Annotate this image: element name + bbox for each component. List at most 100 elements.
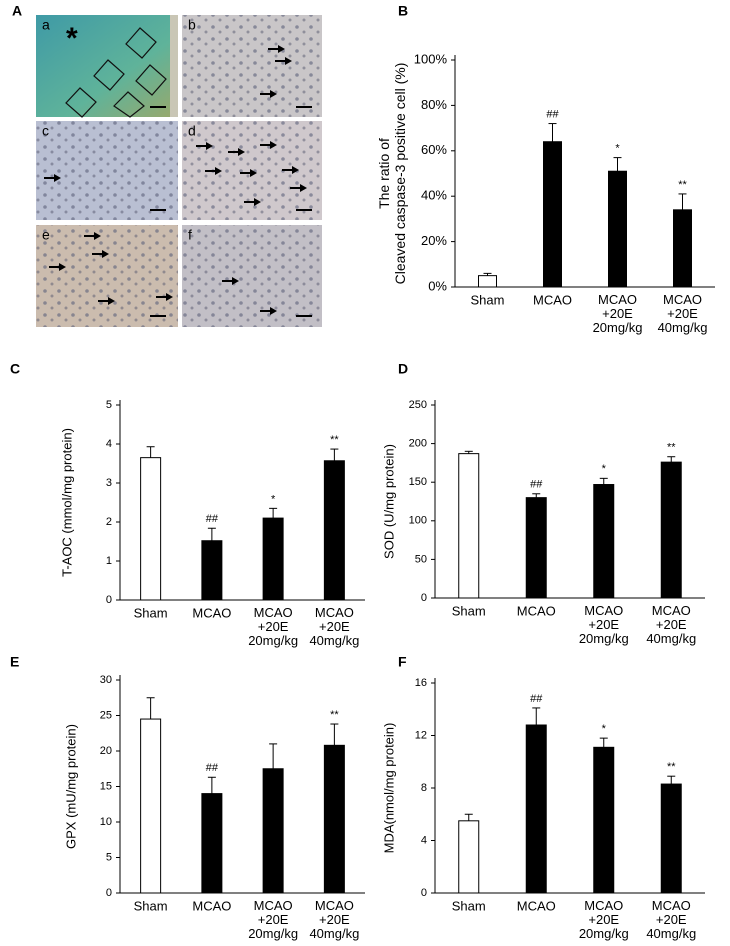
x-tick-label: MCAO +20E 20mg/kg <box>579 603 629 646</box>
annotation: ## <box>206 513 219 525</box>
x-tick-label: MCAO <box>517 898 556 913</box>
y-tick-label: 3 <box>106 477 112 489</box>
bar <box>593 484 615 599</box>
micrograph <box>36 15 178 117</box>
image-label: f <box>188 227 192 243</box>
y-tick-label: 12 <box>415 729 427 741</box>
bar <box>323 460 345 601</box>
y-tick-label: 15 <box>100 780 112 792</box>
y-tick-label: 1 <box>106 555 112 567</box>
micrograph-panel: A <box>12 3 322 327</box>
roi-boxes <box>65 27 167 118</box>
chart: F 0 4 8 12 16 MDA(nmol/mg protein) Sham ## MCAO * M… <box>381 654 705 941</box>
x-tick-label: MCAO +20E 20mg/kg <box>579 898 629 941</box>
y-tick-label: 100 <box>409 515 427 527</box>
y-tick-label: 16 <box>415 677 427 689</box>
y-tick-label: 0% <box>428 278 447 293</box>
bar <box>525 724 547 894</box>
annotation: ** <box>678 179 687 191</box>
annotation: ** <box>667 442 676 454</box>
bar <box>660 783 682 894</box>
annotation: * <box>602 463 607 475</box>
marker: * <box>66 22 78 55</box>
y-axis-label: T-AOC (mmol/mg protein) <box>59 428 74 577</box>
x-tick-label: Sham <box>471 292 505 307</box>
micrograph-edge <box>170 15 178 117</box>
y-tick-label: 25 <box>100 709 112 721</box>
annotation: ** <box>330 709 339 721</box>
y-tick-label: 0 <box>106 594 112 606</box>
bar <box>262 768 284 894</box>
annotation: ## <box>530 479 543 491</box>
annotation: * <box>602 723 607 735</box>
x-tick-label: Sham <box>134 898 168 913</box>
bar <box>660 461 682 599</box>
bar <box>201 540 223 601</box>
image-label: a <box>42 17 50 33</box>
panel-label: D <box>398 361 408 377</box>
bar <box>458 453 480 599</box>
y-tick-label: 20 <box>100 745 112 757</box>
x-tick-label: MCAO <box>517 603 556 618</box>
bar <box>543 141 562 288</box>
annotation: ## <box>206 762 219 774</box>
y-tick-label: 40% <box>421 188 447 203</box>
y-tick-label: 200 <box>409 438 427 450</box>
y-axis-label: MDA(nmol/mg protein) <box>381 723 396 854</box>
annotation: * <box>271 493 276 505</box>
image-label: d <box>188 123 196 139</box>
y-tick-label: 0 <box>421 592 427 604</box>
bar <box>140 457 162 601</box>
panel-label: E <box>10 654 19 670</box>
scale-bars <box>150 106 312 317</box>
image-label: c <box>42 123 49 139</box>
y-tick-label: 20% <box>421 233 447 248</box>
panel-label: A <box>12 3 22 19</box>
y-axis-label: GPX (mU/mg protein) <box>63 724 78 849</box>
x-tick-label: MCAO +20E 40mg/kg <box>309 605 359 648</box>
x-tick-label: MCAO <box>192 898 231 913</box>
y-tick-label: 10 <box>100 816 112 828</box>
chart: E 0 5 10 15 20 25 30 GPX (mU/mg protein) Sham ## MC… <box>10 654 365 941</box>
y-tick-label: 250 <box>409 399 427 411</box>
bar <box>525 497 547 599</box>
x-tick-label: MCAO +20E 20mg/kg <box>248 898 298 941</box>
annotation: ** <box>667 761 676 773</box>
bar <box>478 275 497 288</box>
x-tick-label: MCAO +20E 20mg/kg <box>593 292 643 335</box>
image-label: b <box>188 17 196 33</box>
x-tick-label: MCAO +20E 40mg/kg <box>646 603 696 646</box>
y-tick-label: 0 <box>106 887 112 899</box>
y-tick-label: 0 <box>421 887 427 899</box>
cell-texture <box>36 15 322 327</box>
chart: C 0 1 2 3 4 5 T-AOC (mmol/mg protein) Sham ## MCAO… <box>10 361 365 648</box>
panel-label: F <box>398 654 407 670</box>
bar <box>673 209 692 288</box>
y-tick-label: 30 <box>100 674 112 686</box>
x-tick-label: MCAO +20E 20mg/kg <box>248 605 298 648</box>
y-tick-label: 80% <box>421 97 447 112</box>
y-tick-label: 50 <box>415 553 427 565</box>
y-tick-label: 150 <box>409 476 427 488</box>
y-axis-label: The ratio ofCleaved caspase-3 positive c… <box>376 63 408 285</box>
x-tick-label: Sham <box>452 603 486 618</box>
x-tick-label: MCAO +20E 40mg/kg <box>309 898 359 941</box>
x-tick-label: MCAO +20E 40mg/kg <box>658 292 708 335</box>
y-tick-label: 60% <box>421 142 447 157</box>
y-tick-label: 100% <box>414 51 448 66</box>
annotation: * <box>615 143 620 155</box>
y-tick-label: 2 <box>106 516 112 528</box>
x-tick-label: MCAO <box>192 605 231 620</box>
bar <box>608 170 627 288</box>
x-tick-label: Sham <box>452 898 486 913</box>
x-tick-label: Sham <box>134 605 168 620</box>
annotation: ** <box>330 434 339 446</box>
y-tick-label: 4 <box>421 834 427 846</box>
annotation: ## <box>546 108 559 120</box>
bar <box>201 793 223 894</box>
x-tick-label: MCAO +20E 40mg/kg <box>646 898 696 941</box>
bar <box>262 517 284 601</box>
y-tick-label: 8 <box>421 782 427 794</box>
y-tick-label: 4 <box>106 438 112 450</box>
